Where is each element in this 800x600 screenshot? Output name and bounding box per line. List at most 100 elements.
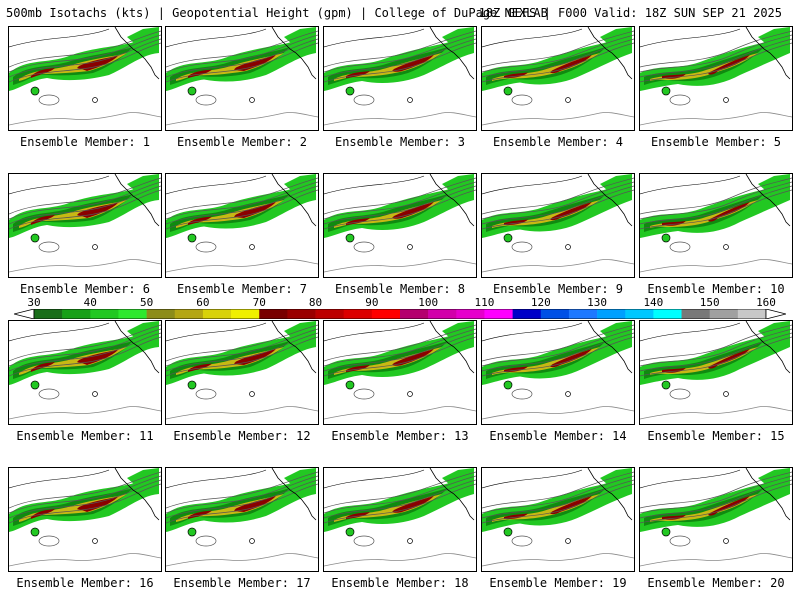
coastline — [429, 174, 475, 227]
colorbar-swatch — [512, 309, 542, 319]
colorbar-labels: 30405060708090100110120130140150160170 — [0, 296, 800, 310]
ensemble-member-label: Ensemble Member: 7 — [176, 282, 308, 296]
height-contour — [9, 189, 161, 230]
high-contour — [669, 535, 691, 547]
isotach-band-yellow — [650, 494, 758, 522]
coastline-north — [166, 322, 267, 342]
height-contour — [482, 471, 634, 509]
ensemble-member-map — [165, 173, 319, 278]
ensemble-member-label: Ensemble Member: 9 — [492, 282, 624, 296]
ensemble-member-label: Ensemble Member: 16 — [16, 576, 154, 590]
map-graphic — [640, 321, 792, 420]
height-contour — [640, 189, 792, 230]
jet-core-east — [77, 349, 119, 365]
isotach-patch-north — [758, 321, 790, 343]
ensemble-member-label: Ensemble Member: 1 — [19, 135, 151, 149]
coastline-north — [324, 175, 425, 195]
map-graphic — [166, 468, 318, 567]
coastline-north — [9, 28, 110, 48]
colorbar-swatch — [400, 309, 429, 319]
height-contour — [640, 471, 792, 509]
southern-contour — [166, 553, 318, 567]
jet-core-east — [77, 202, 119, 218]
ensemble-member-map — [323, 173, 477, 278]
isotach-cell — [503, 380, 513, 390]
height-contour — [9, 181, 161, 220]
jet-core-east — [550, 55, 592, 74]
southern-contour — [324, 406, 476, 420]
hawaii-contour — [249, 97, 255, 103]
jet-core-west — [188, 363, 212, 372]
height-contour — [324, 185, 476, 225]
isotach-cell — [345, 86, 355, 96]
height-contour — [9, 479, 161, 519]
map-graphic — [482, 27, 634, 126]
ensemble-member-label: Ensemble Member: 13 — [331, 429, 469, 443]
isotach-patch-north — [758, 468, 790, 490]
high-contour — [511, 535, 533, 547]
map-graphic — [166, 174, 318, 273]
isotach-cell — [503, 233, 513, 243]
coastline — [271, 174, 317, 227]
isotach-cell — [345, 380, 355, 390]
height-contour — [9, 324, 161, 362]
colorbar-low-arrow — [14, 309, 35, 319]
hawaii-contour — [407, 97, 413, 103]
height-contour — [324, 34, 476, 73]
colorbar-swatch — [428, 309, 457, 319]
isotach-cell — [503, 527, 513, 537]
height-contour — [640, 483, 792, 524]
colorbar-swatch — [62, 309, 91, 319]
colorbar-swatch — [202, 309, 232, 319]
height-contour — [9, 475, 161, 514]
hawaii-contour — [723, 97, 729, 103]
colorbar-tick-label: 120 — [530, 296, 551, 309]
coastline — [587, 468, 633, 521]
southern-contour — [9, 259, 161, 273]
ensemble-member-label: Ensemble Member: 8 — [334, 282, 466, 296]
jet-core-east — [234, 55, 276, 71]
ensemble-member-map — [323, 26, 477, 131]
isotach-patch-north — [600, 468, 632, 490]
jet-core-east — [708, 496, 750, 516]
ensemble-member-label: Ensemble Member: 3 — [334, 135, 466, 149]
height-contour — [166, 181, 318, 220]
hawaii-contour — [565, 244, 571, 250]
coastline-north — [324, 469, 425, 489]
southern-contour — [166, 112, 318, 126]
map-graphic — [166, 27, 318, 126]
hawaii-contour — [723, 538, 729, 544]
high-contour — [38, 388, 60, 400]
colorbar-swatch — [597, 309, 626, 319]
ensemble-member-label: Ensemble Member: 10 — [647, 282, 785, 296]
height-contour — [9, 471, 161, 509]
isotach-patch-north — [600, 321, 632, 343]
colorbar-swatch — [146, 309, 176, 319]
height-contour — [324, 479, 476, 519]
isotach-cell — [345, 233, 355, 243]
height-contour — [324, 30, 476, 68]
southern-contour — [640, 406, 792, 420]
isotach-cell — [30, 86, 40, 96]
height-contour — [166, 38, 318, 78]
height-contour — [324, 38, 476, 78]
southern-contour — [640, 259, 792, 273]
high-contour — [195, 94, 217, 106]
height-contour — [9, 30, 161, 68]
jet-core-east — [708, 349, 750, 369]
colorbar-swatch — [174, 309, 204, 319]
isotach-cell — [30, 233, 40, 243]
map-graphic — [482, 468, 634, 567]
hawaii-contour — [565, 97, 571, 103]
height-contour — [482, 475, 634, 514]
height-contour — [166, 475, 318, 514]
hawaii-contour — [92, 391, 98, 397]
ensemble-member-map — [639, 467, 793, 572]
height-contour — [324, 189, 476, 230]
isotach-patch-north — [600, 27, 632, 49]
ensemble-member-label: Ensemble Member: 18 — [331, 576, 469, 590]
coastline — [114, 321, 160, 374]
height-contour — [166, 479, 318, 519]
map-graphic — [482, 321, 634, 420]
high-contour — [511, 94, 533, 106]
